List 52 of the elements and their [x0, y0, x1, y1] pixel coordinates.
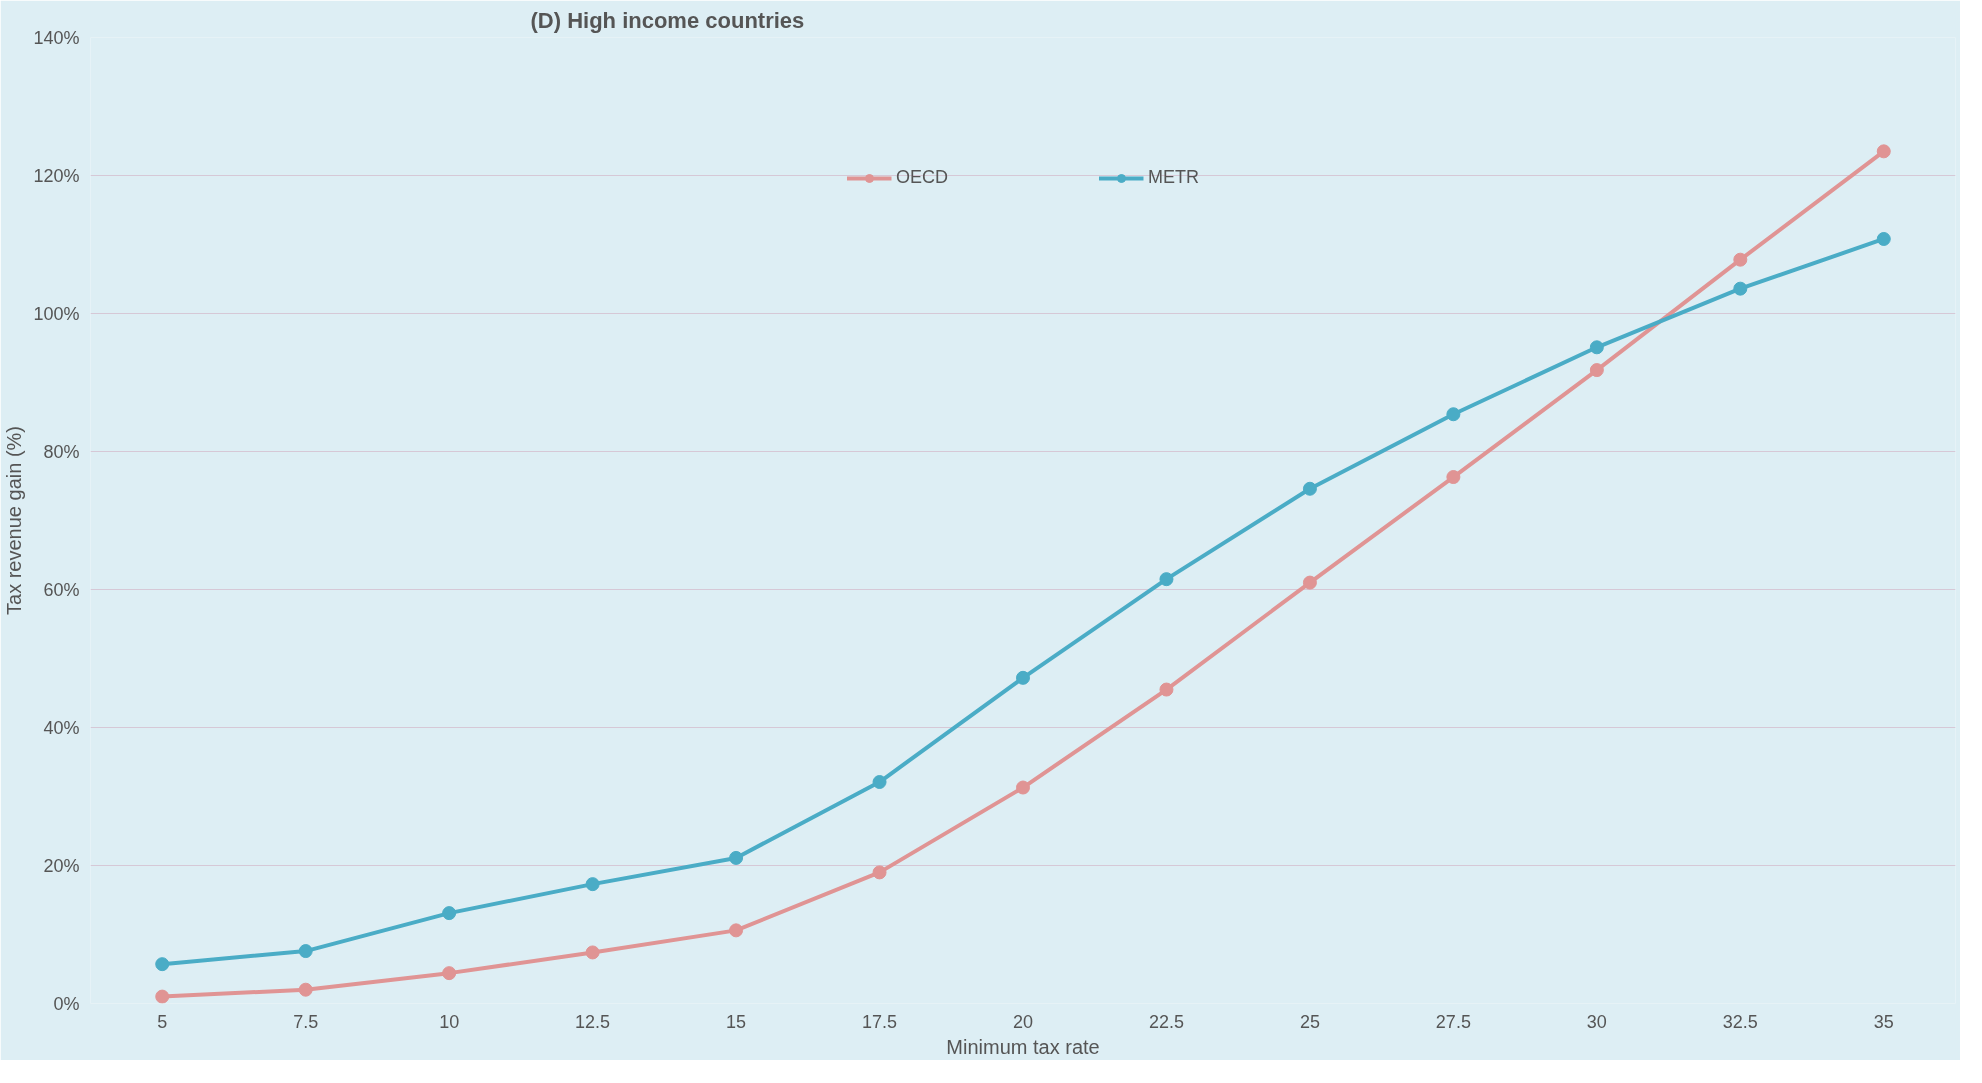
point	[1302, 481, 1317, 496]
y-tick-label: 140%	[33, 27, 80, 48]
legend-label: METR	[1148, 167, 1200, 188]
x-tick-label: 30	[1586, 1011, 1607, 1032]
point	[1876, 231, 1891, 246]
y-tick-label: 120%	[33, 165, 80, 186]
y-tick-label: 0%	[53, 993, 80, 1014]
x-axis-title: Minimum tax rate	[946, 1035, 1100, 1058]
x-tick-label: 5	[157, 1011, 168, 1032]
point	[298, 944, 313, 959]
point	[1446, 407, 1461, 422]
x-tick-label: 25	[1299, 1011, 1320, 1032]
y-tick-label: 20%	[43, 855, 80, 876]
point	[1446, 470, 1461, 485]
point	[1876, 144, 1891, 159]
point	[1016, 670, 1030, 685]
y-axis-title: Tax revenue gain (%)	[3, 426, 26, 615]
y-tick-label: 60%	[43, 579, 80, 600]
point	[585, 945, 600, 960]
point	[585, 877, 600, 892]
point	[1733, 281, 1748, 296]
point	[1159, 572, 1174, 587]
point	[442, 906, 457, 921]
point	[872, 865, 887, 880]
point	[298, 982, 313, 997]
x-tick-label: 22.5	[1148, 1011, 1184, 1032]
x-tick-label: 10	[439, 1011, 460, 1032]
y-tick-label: 40%	[43, 717, 80, 738]
point	[872, 775, 887, 789]
y-tick-label: 100%	[33, 303, 80, 324]
x-tick-label: 15	[726, 1011, 747, 1032]
point	[729, 923, 744, 938]
point	[1589, 340, 1604, 355]
point	[1589, 363, 1604, 378]
point	[155, 957, 170, 972]
y-tick-label: 80%	[43, 441, 80, 462]
chart-title: (D) High income countries	[530, 7, 805, 33]
point	[1302, 575, 1317, 590]
legend-label: OECD	[895, 167, 949, 188]
x-tick-label: 27.5	[1435, 1011, 1471, 1032]
x-tick-label: 17.5	[862, 1011, 898, 1032]
x-tick-label: 12.5	[575, 1011, 611, 1032]
point	[1733, 252, 1748, 267]
point	[1159, 682, 1174, 697]
point	[442, 966, 457, 981]
x-tick-label: 20	[1012, 1011, 1034, 1032]
x-tick-label: 35	[1873, 1011, 1894, 1032]
point	[155, 989, 170, 1004]
point	[729, 850, 744, 865]
point	[1016, 780, 1030, 795]
x-tick-label: 7.5	[293, 1011, 319, 1032]
x-tick-label: 32.5	[1722, 1011, 1758, 1032]
